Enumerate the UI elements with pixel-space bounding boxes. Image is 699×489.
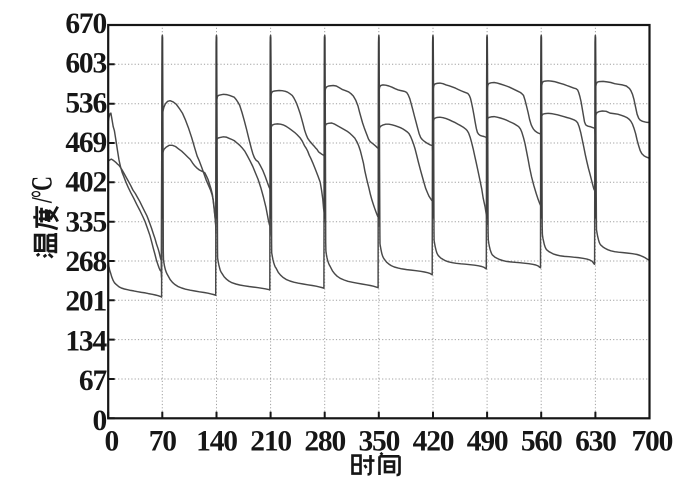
svg-text:280: 280 <box>304 426 345 458</box>
svg-text:0: 0 <box>105 426 119 458</box>
svg-text:70: 70 <box>149 426 177 458</box>
svg-text:490: 490 <box>467 426 508 458</box>
svg-text:140: 140 <box>196 426 237 458</box>
svg-text:134: 134 <box>65 325 107 357</box>
svg-text:201: 201 <box>65 286 106 318</box>
svg-text:536: 536 <box>65 87 106 119</box>
svg-text:335: 335 <box>65 206 106 238</box>
svg-text:560: 560 <box>521 426 562 458</box>
svg-text:402: 402 <box>65 167 106 199</box>
svg-text:350: 350 <box>358 426 399 458</box>
svg-text:670: 670 <box>65 8 106 40</box>
svg-text:67: 67 <box>79 365 108 397</box>
svg-text:420: 420 <box>413 426 454 458</box>
svg-text:/°C: /°C <box>27 177 59 204</box>
svg-text:0: 0 <box>92 405 106 437</box>
svg-text:469: 469 <box>65 127 106 159</box>
svg-text:603: 603 <box>65 48 106 80</box>
svg-text:210: 210 <box>250 426 291 458</box>
svg-text:268: 268 <box>65 246 106 278</box>
svg-text:700: 700 <box>631 426 672 458</box>
svg-text:630: 630 <box>575 426 616 458</box>
